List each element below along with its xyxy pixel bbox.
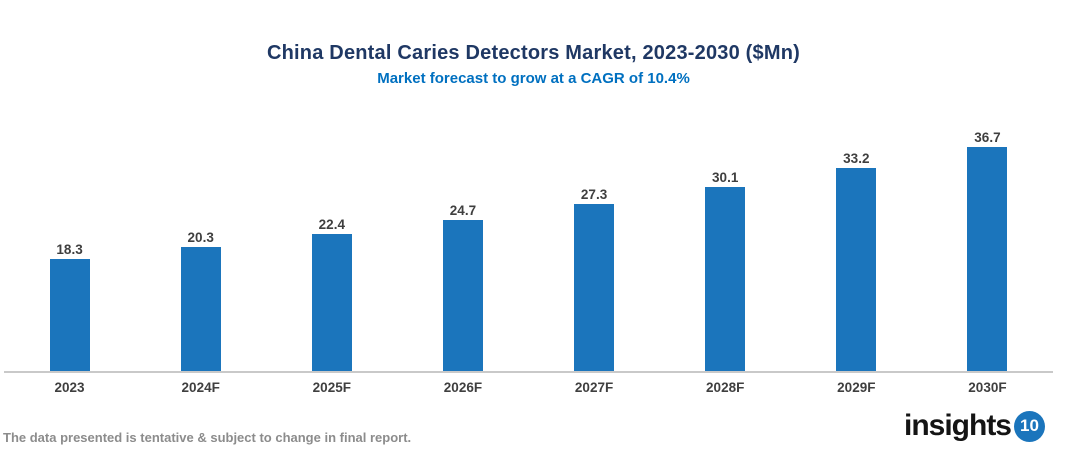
x-axis-label-2030f: 2030F: [968, 380, 1007, 395]
chart-title: China Dental Caries Detectors Market, 20…: [266, 42, 801, 64]
x-axis-label-2029f: 2029F: [837, 380, 876, 395]
bar-value-label-2025f: 22.4: [318, 217, 345, 232]
bar-2029f: [836, 168, 877, 371]
x-axis-label-2025f: 2025F: [312, 380, 351, 395]
bar-value-label-2024f: 20.3: [187, 230, 214, 245]
bar-value-label-2027f: 27.3: [580, 187, 608, 202]
x-axis-label-2028f: 2028F: [706, 380, 745, 395]
logo-badge-circle: 10: [1014, 410, 1045, 442]
bar-value-label-2026f: 24.7: [449, 203, 477, 218]
bar-2028f: [705, 187, 746, 371]
bar-2027f: [574, 204, 615, 371]
bar-chart: 18.3 20.3 22.4 24.7 27.3 30.1 33.2 36.7 2023 202…: [4, 129, 1053, 395]
x-axis-label-2027f: 2027F: [574, 380, 614, 395]
bar-2026f: [442, 220, 483, 371]
x-axis-label-2023: 2023: [54, 380, 85, 395]
plot-area: 18.3 20.3 22.4 24.7 27.3 30.1 33.2 36.7: [4, 129, 1053, 373]
bar-2030f: [967, 147, 1008, 371]
x-axis-label-2024f: 2024F: [181, 380, 220, 395]
bar-value-label-2030f: 36.7: [974, 130, 1001, 145]
chart-subtitle: Market forecast to grow at a CAGR of 10.…: [377, 70, 690, 87]
bar-column-2023: 18.3: [4, 129, 135, 371]
bar-column-2026f: 24.7: [397, 129, 528, 371]
bar-2023: [49, 259, 90, 371]
insights10-logo: insights 10: [904, 409, 1045, 443]
x-axis-label-2026f: 2026F: [443, 380, 483, 395]
bar-2024f: [180, 247, 221, 371]
bar-column-2030f: 36.7: [922, 129, 1053, 371]
bar-value-label-2029f: 33.2: [843, 151, 870, 166]
bar-column-2027f: 27.3: [529, 129, 660, 371]
bar-column-2029f: 33.2: [791, 129, 922, 371]
bar-column-2028f: 30.1: [660, 129, 791, 371]
bar-column-2025f: 22.4: [266, 129, 397, 371]
bar-value-label-2023: 18.3: [56, 242, 83, 257]
bar-2025f: [311, 234, 352, 371]
footer-disclaimer: The data presented is tentative & subjec…: [3, 430, 412, 445]
logo-text: insights: [903, 409, 1012, 442]
bar-value-label-2028f: 30.1: [712, 170, 739, 185]
x-axis-labels: 2023 2024F 2025F 2026F 2027F 2028F 2029F 2030F: [4, 373, 1053, 395]
bar-column-2024f: 20.3: [135, 129, 266, 371]
